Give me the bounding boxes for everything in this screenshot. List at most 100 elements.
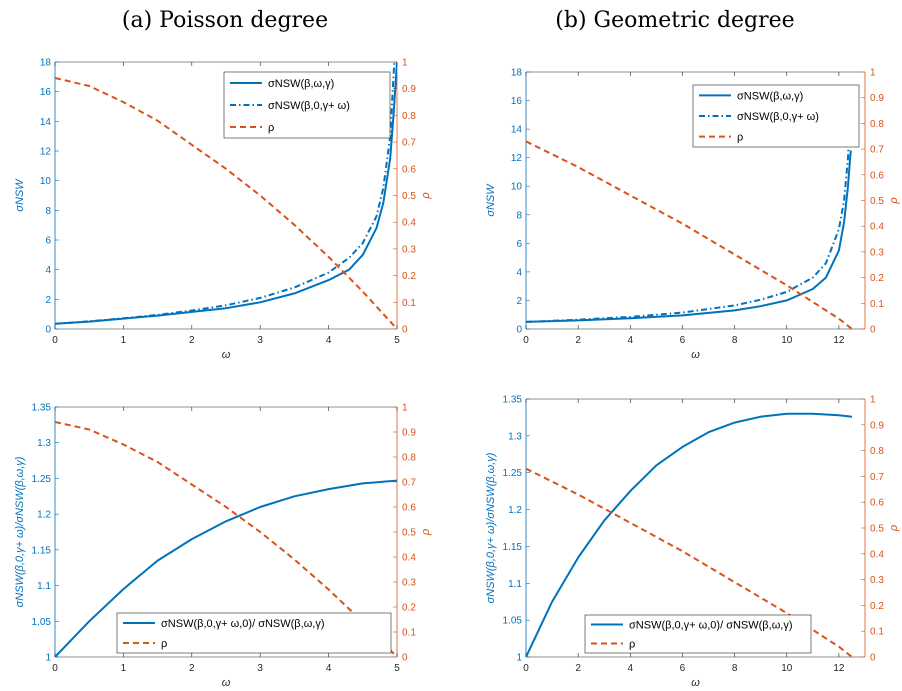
y-tick-label-right: 0.9 (870, 420, 884, 431)
x-tick-label: 8 (732, 335, 738, 346)
x-tick-label: 0 (52, 663, 58, 674)
series-line-3 (526, 140, 853, 329)
y-tick-label-left: 2 (45, 295, 51, 306)
series-line-3 (55, 77, 397, 329)
y-tick-label-right: 0.5 (402, 191, 416, 202)
y-tick-label-right: 0.8 (402, 111, 416, 122)
chart-panel-4: 0 2 4 6 8 10 12 1 1.05 1.1 1.15 1.2 1.25 1.3 1.35 0 0.1 0… (485, 395, 900, 690)
legend-entry: ρ (737, 132, 743, 144)
y-tick-label-left: 1.35 (503, 395, 523, 406)
y-tick-label-right: 0.9 (870, 93, 884, 104)
y-tick-label-right: 0.5 (870, 196, 884, 207)
y-tick-label-right: 0.8 (870, 446, 884, 457)
legend-box (584, 614, 812, 654)
y-tick-label-right: 0.5 (870, 524, 884, 535)
y-tick-label-left: 16 (40, 87, 52, 98)
y-tick-label-right: 0.2 (870, 601, 884, 612)
y-tick-label-right: 0.3 (402, 244, 416, 255)
chart-panel-3: 0 1 2 3 4 511.051.11.151.21.251.31.3500.10.20… (14, 403, 432, 690)
y-tick-label-left: 1.2 (508, 505, 522, 516)
y-tick-label-left: 1 (45, 653, 51, 664)
y-tick-label-right: 0.5 (402, 528, 416, 539)
y-tick-label-left: 10 (40, 176, 52, 187)
legend: σNSW(β,0,γ+ ω,0)/ σNSW(β,ω,γ) ρ (116, 612, 392, 654)
x-axis-label: ω (222, 677, 231, 689)
title-geometric: (b) Geometric degree (555, 8, 794, 33)
y-tick-label-right: 0 (402, 325, 408, 336)
x-tick-label: 6 (680, 663, 686, 674)
y-tick-label-right: 0.6 (870, 498, 884, 509)
y-tick-label-left: 18 (40, 58, 52, 69)
x-axis-label: ω (691, 349, 700, 361)
y-tick-label-right: 0.9 (402, 84, 416, 95)
y-axis-label-right: ρ (888, 197, 900, 204)
y-tick-label-right: 0.6 (870, 170, 884, 181)
y-tick-label-right: 0.1 (870, 299, 884, 310)
y-tick-label-left: 14 (40, 117, 52, 128)
legend-box (116, 612, 392, 654)
legend-entry: σNSW(β,0,γ+ ω,0)/ σNSW(β,ω,γ) (629, 620, 793, 632)
y-tick-label-left: 1.1 (508, 579, 522, 590)
y-tick-label-left: 0 (516, 325, 522, 336)
y-tick-label-right: 0.8 (870, 119, 884, 130)
y-tick-label-right: 0.7 (870, 145, 884, 156)
y-tick-label-left: 1.25 (32, 474, 52, 485)
y-tick-label-right: 1 (870, 395, 876, 406)
legend-entry: ρ (629, 639, 635, 651)
legend-entry: σNSW(β,ω,γ) (737, 90, 803, 102)
y-tick-label-left: 0 (45, 325, 51, 336)
y-axis-label-right: ρ (888, 525, 900, 532)
legend: σNSW(β,0,γ+ ω,0)/ σNSW(β,ω,γ) ρ (584, 614, 812, 654)
y-tick-label-left: 6 (45, 236, 51, 247)
y-tick-label-right: 0.1 (402, 628, 416, 639)
legend-entry: ρ (161, 638, 167, 650)
y-tick-label-left: 1.2 (37, 510, 51, 521)
legend-entry: σNSW(β,0,γ+ ω) (268, 100, 350, 112)
x-tick-label: 0 (52, 335, 58, 346)
legend-entry: σNSW(β,ω,γ) (268, 78, 334, 90)
y-tick-label-left: 12 (40, 147, 52, 158)
y-tick-label-right: 0.8 (402, 453, 416, 464)
y-tick-label-left: 6 (516, 239, 522, 250)
y-tick-label-right: 0.7 (870, 472, 884, 483)
x-tick-label: 10 (781, 335, 793, 346)
legend-entry: σNSW(β,0,γ+ ω,0)/ σNSW(β,ω,γ) (161, 618, 325, 630)
x-tick-label: 2 (575, 335, 581, 346)
y-tick-label-right: 1 (870, 68, 876, 79)
x-tick-label: 3 (257, 335, 263, 346)
series-line-1 (55, 479, 397, 657)
y-tick-label-right: 0.2 (870, 273, 884, 284)
series-line-2 (526, 96, 852, 323)
y-tick-label-left: 1.15 (32, 545, 52, 556)
y-tick-label-right: 0.9 (402, 428, 416, 439)
y-axis-label-right: ρ (420, 192, 432, 199)
y-tick-label-right: 0.7 (402, 478, 416, 489)
x-tick-label: 4 (628, 663, 634, 674)
y-tick-label-left: 14 (511, 125, 523, 136)
y-tick-label-left: 1.15 (503, 542, 523, 553)
x-tick-label: 12 (833, 335, 845, 346)
y-tick-label-left: 8 (516, 210, 522, 221)
y-tick-label-left: 1.25 (503, 468, 523, 479)
series-line-1 (526, 412, 853, 657)
x-tick-label: 0 (523, 663, 529, 674)
y-tick-label-left: 1.3 (37, 438, 51, 449)
x-tick-label: 3 (257, 663, 263, 674)
series-line-1 (526, 150, 852, 323)
x-axis-label: ω (691, 677, 700, 689)
x-axis-label: ω (222, 349, 231, 361)
x-tick-label: 4 (326, 663, 332, 674)
y-tick-label-left: 10 (511, 182, 523, 193)
series-line-2 (55, 421, 397, 657)
y-tick-label-left: 12 (511, 153, 523, 164)
y-tick-label-right: 0.4 (402, 218, 416, 229)
chart-panel-1: 0 1 2 3 4 502468101214161800.10.20.30.40.50.6… (14, 58, 432, 362)
chart-panel-2: 0 2 4 6 8 10 12 0 2 4 6 8 10 12 14 16 18 0 0.1 0.2 0.3 0.4 0.5… (485, 68, 900, 362)
y-tick-label-left: 1.05 (503, 616, 523, 627)
x-tick-label: 5 (394, 335, 400, 346)
x-tick-label: 4 (326, 335, 332, 346)
y-tick-label-right: 0.1 (402, 298, 416, 309)
legend-entry: σNSW(β,0,γ+ ω) (737, 111, 819, 123)
y-tick-label-left: 8 (45, 206, 51, 217)
